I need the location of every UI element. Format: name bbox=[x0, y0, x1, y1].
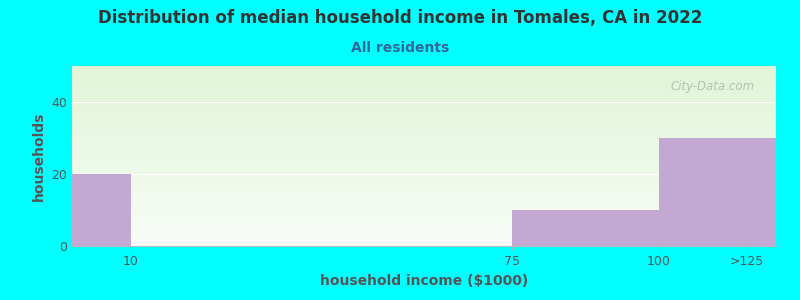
Text: Distribution of median household income in Tomales, CA in 2022: Distribution of median household income … bbox=[98, 9, 702, 27]
Y-axis label: households: households bbox=[32, 111, 46, 201]
Bar bbox=[658, 138, 800, 246]
Bar bbox=[512, 210, 658, 246]
Text: All residents: All residents bbox=[351, 40, 449, 55]
X-axis label: household income ($1000): household income ($1000) bbox=[320, 274, 528, 288]
Bar bbox=[72, 174, 130, 246]
Text: City-Data.com: City-Data.com bbox=[670, 80, 755, 93]
